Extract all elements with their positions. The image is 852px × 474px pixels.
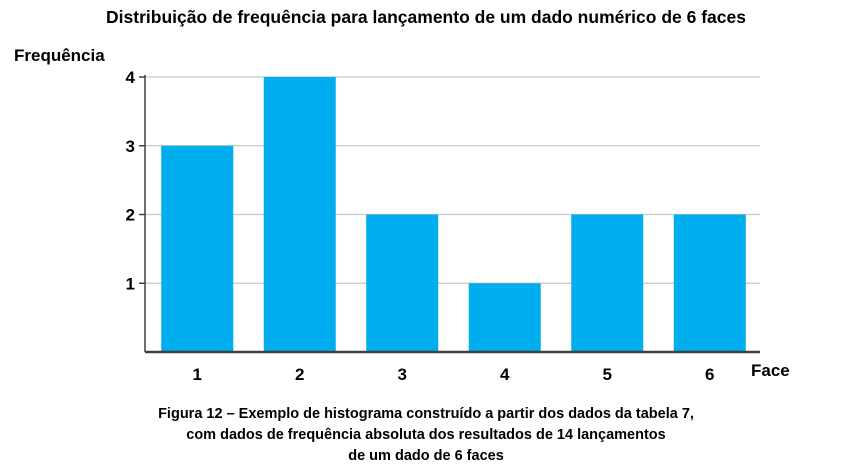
x-tick-label: 2	[295, 365, 304, 384]
y-tick-label: 1	[126, 274, 135, 293]
y-axis-label: Frequência	[14, 46, 105, 65]
axes	[139, 75, 760, 354]
caption-line-3: de um dado de 6 faces	[348, 448, 504, 464]
bar-face-3	[366, 214, 439, 352]
chart-title: Distribuição de frequência para lançamen…	[106, 7, 746, 27]
grid-lines	[145, 76, 760, 284]
x-tick-label: 4	[500, 365, 510, 384]
x-tick-label: 3	[398, 365, 407, 384]
figure-caption: Figura 12 – Exemplo de histograma constr…	[0, 404, 852, 467]
bars	[161, 77, 746, 352]
caption-line-2: com dados de frequência absoluta dos res…	[186, 427, 666, 443]
y-tick-label: 4	[126, 68, 136, 87]
bar-face-6	[673, 214, 746, 352]
x-tick-label: 1	[193, 365, 202, 384]
x-tick-labels: 1 2 3 4 5 6	[193, 365, 715, 384]
bar-face-5	[571, 214, 644, 352]
y-tick-label: 2	[126, 206, 135, 225]
bar-face-4	[468, 283, 541, 352]
x-axis-label: Face	[751, 361, 790, 380]
bar-face-2	[263, 77, 336, 352]
bar-face-1	[161, 145, 234, 352]
y-tick-labels: 1 2 3 4	[126, 68, 136, 293]
y-tick-label: 3	[126, 137, 135, 156]
x-tick-label: 6	[705, 365, 714, 384]
caption-line-1: Figura 12 – Exemplo de histograma constr…	[158, 406, 694, 422]
histogram-chart: 1 2 3 4 1 2 3 4 5 6	[126, 68, 760, 384]
x-tick-label: 5	[603, 365, 612, 384]
